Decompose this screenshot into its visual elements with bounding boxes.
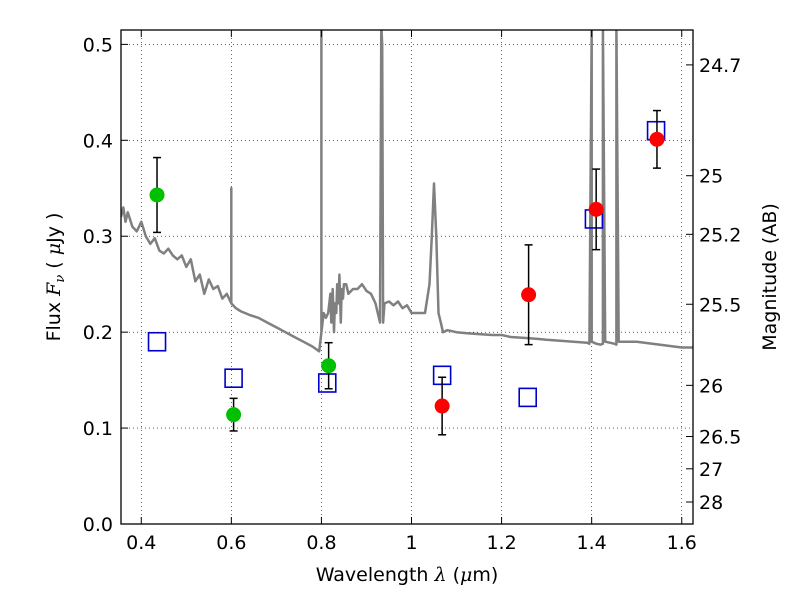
y2-tick-label: 28: [699, 492, 723, 514]
x-tick-label: 0.6: [216, 532, 246, 554]
sed-model-line: [121, 30, 693, 353]
y2-tick-label: 24.7: [699, 55, 741, 77]
x-tick-label: 1.2: [486, 532, 516, 554]
y-tick-label: 0.4: [83, 130, 113, 152]
observed_green-point: [226, 407, 242, 423]
observed_green-point: [321, 358, 337, 374]
observed_red-point: [649, 131, 665, 147]
model-photometry-square: [518, 387, 538, 408]
observed_red-point: [521, 287, 537, 303]
y2-tick-label: 26.5: [699, 427, 741, 449]
y2-axis-label: Magnitude (AB): [759, 203, 781, 351]
x-axis-label: Wavelength λ (μm): [316, 564, 499, 586]
model-photometry-square: [224, 368, 243, 388]
y2-tick-label: 26: [699, 375, 723, 397]
y-tick-label: 0.3: [83, 226, 113, 248]
y-tick-label: 0.5: [83, 34, 113, 56]
axis-ticks: 0.4 0.6 0.8 1 1.2 1.4 1.6 0.0 0.1 0.2 0.3 0.4 0.5 24.…: [83, 30, 741, 554]
model-photometry-square: [317, 373, 337, 393]
y2-tick-label: 25.5: [699, 294, 741, 316]
model-photometry-square: [147, 331, 167, 352]
plot-frame: [120, 29, 694, 525]
y-axis-label: Flux Fν ( μJy ): [43, 213, 68, 342]
x-tick-label: 1.4: [577, 532, 607, 554]
observed_red-point: [434, 398, 450, 414]
grid-lines: [121, 30, 693, 525]
x-tick-label: 1: [405, 532, 417, 554]
x-tick-label: 0.4: [126, 532, 156, 554]
y-tick-label: 0.0: [83, 514, 113, 536]
plot-content: [121, 30, 693, 436]
x-tick-label: 0.8: [306, 532, 336, 554]
x-tick-label: 1.6: [667, 532, 697, 554]
y2-tick-label: 27: [699, 459, 723, 481]
y-tick-label: 0.2: [83, 322, 113, 344]
y2-tick-label: 25: [699, 166, 723, 188]
y2-tick-label: 25.2: [699, 224, 741, 246]
y-tick-label: 0.1: [83, 418, 113, 440]
observed_red-point: [588, 201, 604, 217]
observed_green-point: [149, 187, 165, 203]
